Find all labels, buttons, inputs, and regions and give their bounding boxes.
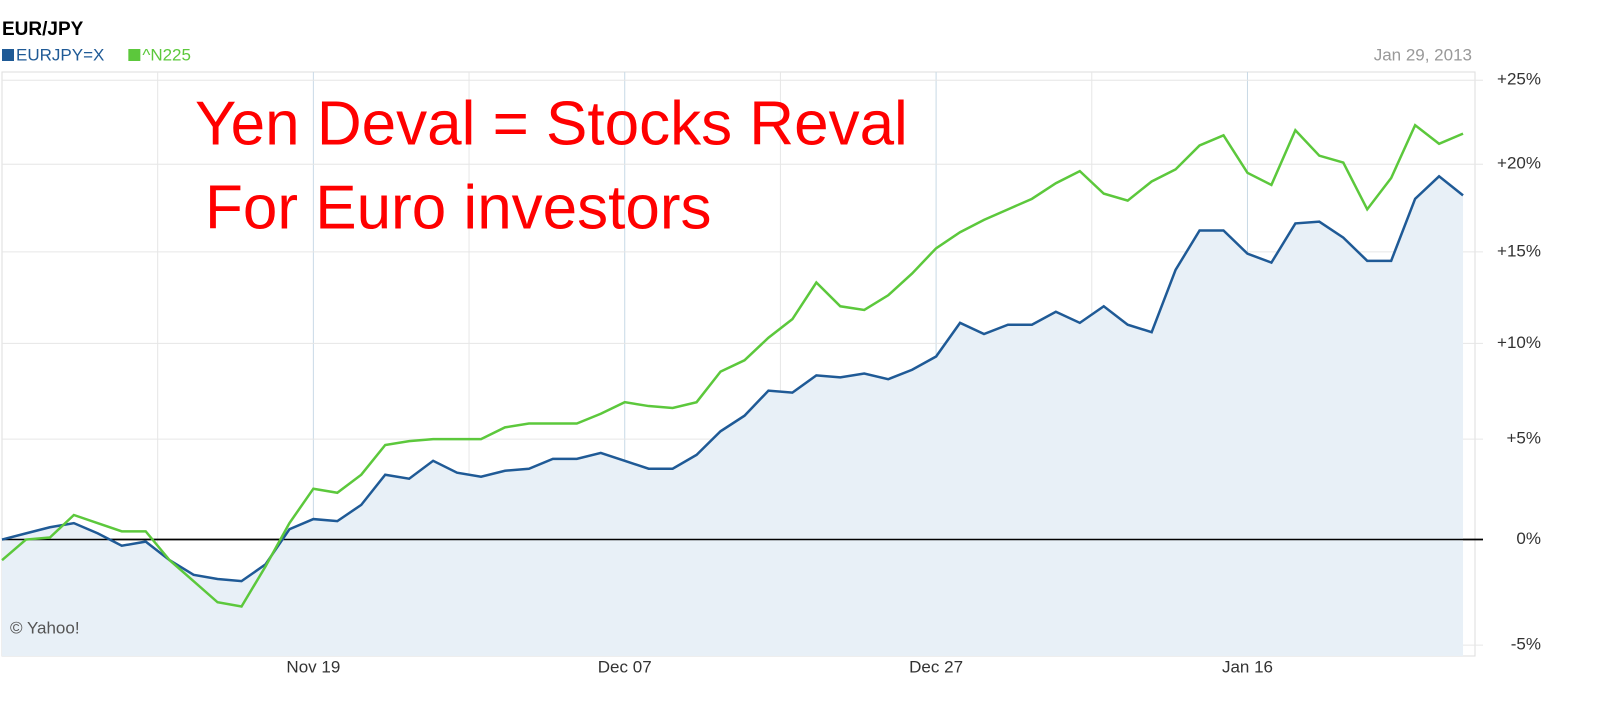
y-tick-label: 0% [1516,529,1541,548]
y-tick-label: -5% [1511,635,1541,654]
legend-swatch [128,49,141,61]
legend-label: ^N225 [142,45,191,64]
x-tick-label: Dec 27 [909,657,963,676]
series-line [1,123,1464,608]
legend-label: EURJPY=X [16,45,104,64]
y-tick-label: +25% [1497,70,1541,89]
y-tick-label: +5% [1507,429,1542,448]
credit: © Yahoo! [10,618,80,637]
annotation: For Euro investors [205,173,712,242]
y-tick-label: +10% [1497,333,1541,352]
x-tick-label: Nov 19 [286,657,340,676]
annotation: Yen Deval = Stocks Reval [195,89,908,158]
y-tick-label: +15% [1497,241,1541,260]
y-tick-label: +20% [1497,154,1541,173]
x-tick-label: Dec 07 [598,657,652,676]
series-area [2,176,1464,656]
legend-swatch [2,49,14,61]
date-label: Jan 29, 2013 [1374,45,1472,64]
chart-title: EUR/JPY [2,19,84,40]
x-tick-label: Jan 16 [1222,657,1273,676]
series-line [1,174,1464,583]
